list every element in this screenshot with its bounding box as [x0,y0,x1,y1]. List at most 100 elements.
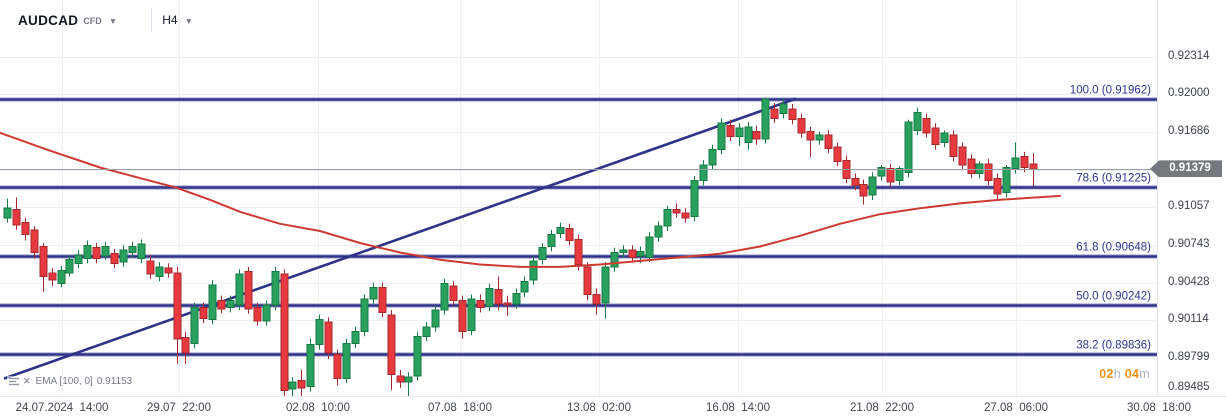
candle-body [315,319,324,346]
candle-body [824,134,833,149]
chart-header: AUDCAD CFD ▼ H4 ▼ [18,8,193,32]
fib-label[interactable]: 100.0 (0.91962) [1070,85,1151,97]
ema-line[interactable] [0,131,1061,268]
candle-body [993,177,1002,195]
price-tick-label: 0.90114 [1168,313,1209,326]
time-tick-label: 07.08 18:00 [428,402,492,414]
candle-body [476,299,485,309]
candle-body [396,375,405,383]
price-tick-label: 0.92314 [1168,49,1210,62]
candle-body [833,146,842,163]
candle-body [226,299,235,309]
candle-body [512,292,521,305]
candle-body [12,208,21,226]
candle-body [190,307,199,345]
candle-body [788,108,797,121]
candle-body [342,343,351,379]
time-axis[interactable]: 24.07.2024 14:00 29.07 22:00 02.08 10:00 07… [0,396,1226,420]
candle-body [761,98,770,140]
candle-body [619,249,628,254]
candlestick-chart[interactable]: 100.0 (0.91962) 78.6 (0.91225) 61.8 (0.906… [0,0,1157,396]
candle-body [217,299,226,310]
candle-body [984,163,993,182]
candle-body [538,247,547,261]
fib-label[interactable]: 38.2 (0.89836) [1076,340,1151,352]
current-price-value: 0.91379 [1169,162,1211,175]
candle-body [815,134,824,141]
candle-body [74,254,83,264]
candle-body [39,246,48,277]
time-tick-label: 30.08 18:00 [1127,402,1191,414]
time-tick-label: 29.07 22:00 [147,402,211,414]
candle-body [859,183,868,197]
candle-body [735,127,744,137]
candle-body [681,212,690,219]
candle-body [922,117,931,134]
candle-body [21,222,30,236]
candle-body [48,272,57,281]
candle-body [253,307,262,322]
candle-body [164,267,173,274]
candle-body [449,285,458,301]
candle-body [663,208,672,227]
header-divider [151,8,153,32]
candle-body [3,207,12,219]
candle-body [467,298,476,331]
candle-body [431,309,440,328]
chart-plot-area[interactable]: 100.0 (0.91962) 78.6 (0.91225) 61.8 (0.906… [0,0,1157,396]
candle-body [744,126,753,143]
candle-body [101,246,110,257]
indicator-label: EMA [100, 0] [35,376,93,387]
candle-body [181,337,190,354]
time-tick-label: 24.07.2024 14:00 [15,402,109,414]
candle-body [110,253,119,264]
candle-body [155,266,164,277]
fib-label[interactable]: 61.8 (0.90648) [1076,242,1151,254]
candle-body [708,149,717,166]
candle-body [610,252,619,268]
fib-label[interactable]: 50.0 (0.90242) [1076,291,1151,303]
candle-body [851,177,860,186]
candle-body [645,236,654,258]
candle-body [726,125,735,137]
candle-body [949,134,958,158]
candle-body [672,208,681,214]
trendline[interactable] [3,97,797,380]
candle-body [797,117,806,134]
candle-body [208,284,217,321]
price-axis[interactable]: 0.91379 0.92314 0.92000 0.91686 0.91057 0.90… [1150,0,1226,396]
time-tick-label: 27.08 06:00 [984,402,1048,414]
candle-body [280,273,289,391]
timeframe-selector[interactable]: H4 ▼ [162,13,193,27]
candle-body [770,108,779,119]
time-tick-label: 21.08 22:00 [850,402,914,414]
candle-body [931,127,940,146]
candle-body [1020,156,1029,169]
candle-body [128,246,137,254]
candle-body [494,289,503,305]
candle-body [92,247,101,260]
countdown-hours-unit: h [1113,367,1121,381]
countdown-minutes-unit: m [1139,367,1150,381]
timeframe-label: H4 [162,13,178,27]
symbol-name: AUDCAD [18,12,79,28]
countdown-minutes: 04 [1124,367,1140,381]
fib-label[interactable]: 78.6 (0.91225) [1076,173,1151,185]
candle-body [779,103,788,115]
candle-body [895,168,904,182]
candle-body [699,164,708,182]
candle-body [503,302,512,306]
time-tick-label: 02.08 10:00 [286,402,350,414]
candle-body [235,273,244,306]
candle-body [422,326,431,337]
candle-body [271,271,280,306]
candle-body [752,131,761,140]
indicator-settings-icon[interactable] [9,377,19,386]
candle-body [868,176,877,196]
indicator-legend: ✕ EMA [100, 0] 0.91153 [7,376,135,387]
candle-body [378,286,387,313]
price-tick-label: 0.91057 [1168,200,1210,213]
indicator-remove-icon[interactable]: ✕ [23,376,31,386]
symbol-selector[interactable]: AUDCAD CFD ▼ [18,13,117,28]
candle-body [146,260,155,275]
